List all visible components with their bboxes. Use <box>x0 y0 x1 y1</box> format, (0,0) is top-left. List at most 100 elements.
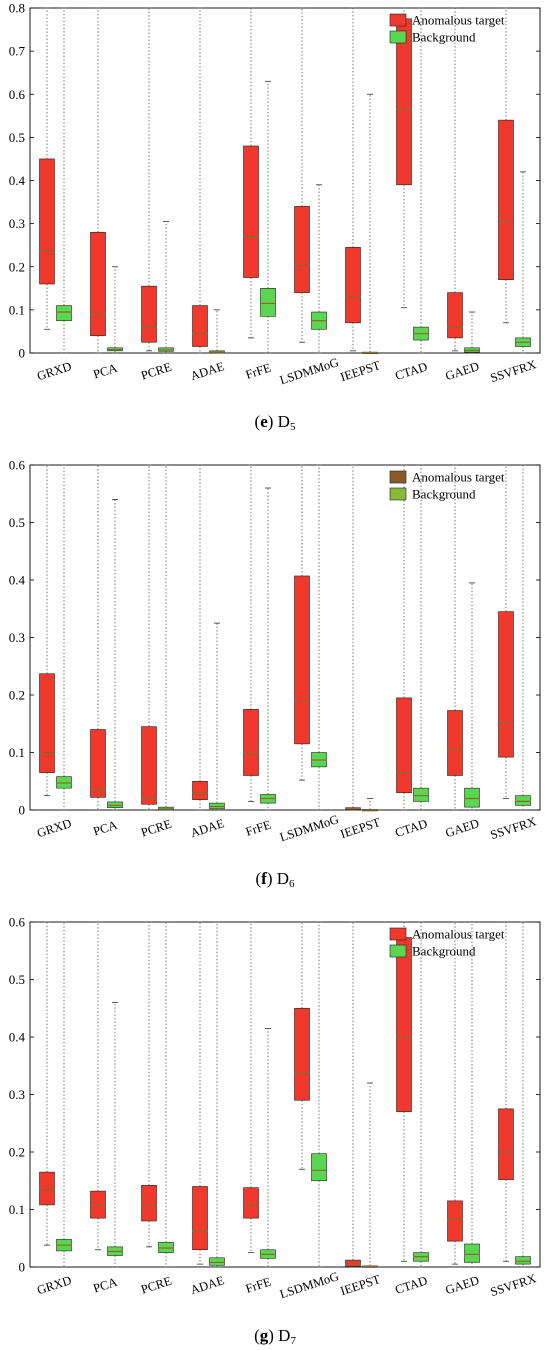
target-box-gaed <box>447 7 463 352</box>
x-tick-label: GAED <box>444 816 481 840</box>
target-box-gaed <box>447 921 463 1265</box>
background-box-ssvfrx <box>515 464 531 811</box>
panel-caption: (g) D7 <box>254 1326 296 1347</box>
background-box-adae <box>209 309 225 354</box>
target-box-pcre <box>141 464 157 811</box>
x-tick-label: PCRE <box>139 1274 173 1297</box>
background-box-ieepst <box>362 798 378 812</box>
iqr-box <box>413 787 429 802</box>
iqr-box <box>396 18 412 186</box>
y-tick-label: 0 <box>19 1260 26 1275</box>
legend: Anomalous target Background <box>389 13 505 45</box>
background-box-grxd <box>56 921 72 1268</box>
target-box-ssvfrx <box>498 464 514 799</box>
y-tick-label: 0.1 <box>9 745 25 760</box>
background-box-lsdmmog <box>311 464 327 811</box>
iqr-box <box>311 1153 327 1182</box>
x-tick-label: IEEPST <box>339 358 383 384</box>
iqr-box <box>39 673 55 773</box>
y-tick-label: 0.1 <box>9 1202 25 1217</box>
target-box-grxd <box>39 464 55 797</box>
iqr-box <box>90 231 106 337</box>
target-box-gaed <box>447 464 463 811</box>
legend-swatch-background <box>389 944 407 958</box>
target-box-pcre <box>141 921 157 1248</box>
plot-frame <box>29 464 541 811</box>
x-tick-label: GRXD <box>35 816 73 840</box>
background-box-pca <box>107 499 123 811</box>
iqr-box <box>39 158 55 285</box>
x-tick-label: LSDMMoG <box>278 355 340 387</box>
background-box-ssvfrx <box>515 171 531 354</box>
x-tick-label: PCRE <box>139 360 173 383</box>
target-box-adae <box>192 464 208 811</box>
background-box-gaed <box>464 582 480 811</box>
target-box-frfe <box>243 921 259 1254</box>
panel-caption: (f) D6 <box>255 869 295 890</box>
background-box-adae <box>209 622 225 811</box>
y-tick-label: 0.5 <box>9 130 25 145</box>
target-box-lsdmmog <box>294 7 310 343</box>
x-tick-label: PCA <box>92 1275 119 1296</box>
target-box-grxd <box>39 7 55 330</box>
background-box-pcre <box>158 464 174 811</box>
x-tick-label: GRXD <box>35 1273 73 1297</box>
y-tick-label: 0.4 <box>9 573 26 588</box>
legend-swatch-target <box>389 927 407 941</box>
target-box-lsdmmog <box>294 921 310 1170</box>
iqr-box <box>294 1007 310 1101</box>
plot-frame <box>29 7 541 354</box>
legend-label-background: Background <box>412 944 476 959</box>
target-box-ctad <box>396 7 412 309</box>
iqr-box <box>498 119 514 280</box>
background-box-frfe <box>260 80 276 354</box>
iqr-box <box>464 787 480 808</box>
target-box-pca <box>90 464 106 811</box>
target-box-ieepst <box>345 7 361 352</box>
target-box-lsdmmog <box>294 464 310 781</box>
target-box-pca <box>90 7 106 354</box>
iqr-box <box>515 1256 531 1265</box>
x-tick-label: IEEPST <box>339 815 383 841</box>
x-tick-label: PCRE <box>139 817 173 840</box>
background-box-frfe <box>260 487 276 811</box>
x-tick-label: PCA <box>92 818 119 839</box>
iqr-box <box>141 1185 157 1222</box>
y-tick-label: 0.7 <box>9 44 26 59</box>
y-tick-label: 0.4 <box>9 173 26 188</box>
iqr-box <box>447 1200 463 1242</box>
legend-label-background: Background <box>412 30 476 45</box>
iqr-box <box>498 611 514 758</box>
iqr-box <box>464 1243 480 1263</box>
iqr-box <box>345 1259 361 1267</box>
y-tick-label: 0.8 <box>9 1 25 16</box>
legend-label-target: Anomalous target <box>412 470 505 485</box>
y-tick-label: 0.2 <box>9 1145 25 1160</box>
background-box-gaed <box>464 921 480 1268</box>
x-tick-label: GAED <box>444 359 481 383</box>
iqr-box <box>447 292 463 339</box>
x-tick-label: ADAE <box>189 1273 227 1297</box>
target-box-adae <box>192 921 208 1265</box>
x-tick-label: FrFE <box>244 360 273 381</box>
background-box-pca <box>107 1002 123 1268</box>
background-box-ieepst <box>362 1082 378 1268</box>
target-box-ieepst <box>345 464 361 811</box>
background-box-ieepst <box>362 93 378 354</box>
target-box-grxd <box>39 921 55 1246</box>
background-box-ctad <box>413 464 429 811</box>
background-box-frfe <box>260 1027 276 1268</box>
legend-swatch-target <box>389 13 407 27</box>
iqr-box <box>345 247 361 324</box>
x-tick-label: CTAD <box>393 359 429 383</box>
x-tick-label: IEEPST <box>339 1272 383 1298</box>
iqr-box <box>192 305 208 347</box>
target-box-pcre <box>141 7 157 352</box>
y-tick-label: 0.6 <box>9 458 26 473</box>
legend-label-background: Background <box>412 487 476 502</box>
y-tick-label: 0.3 <box>9 1087 25 1102</box>
background-box-gaed <box>464 311 480 354</box>
panel-caption: (e) D5 <box>255 412 296 433</box>
background-box-pcre <box>158 221 174 354</box>
